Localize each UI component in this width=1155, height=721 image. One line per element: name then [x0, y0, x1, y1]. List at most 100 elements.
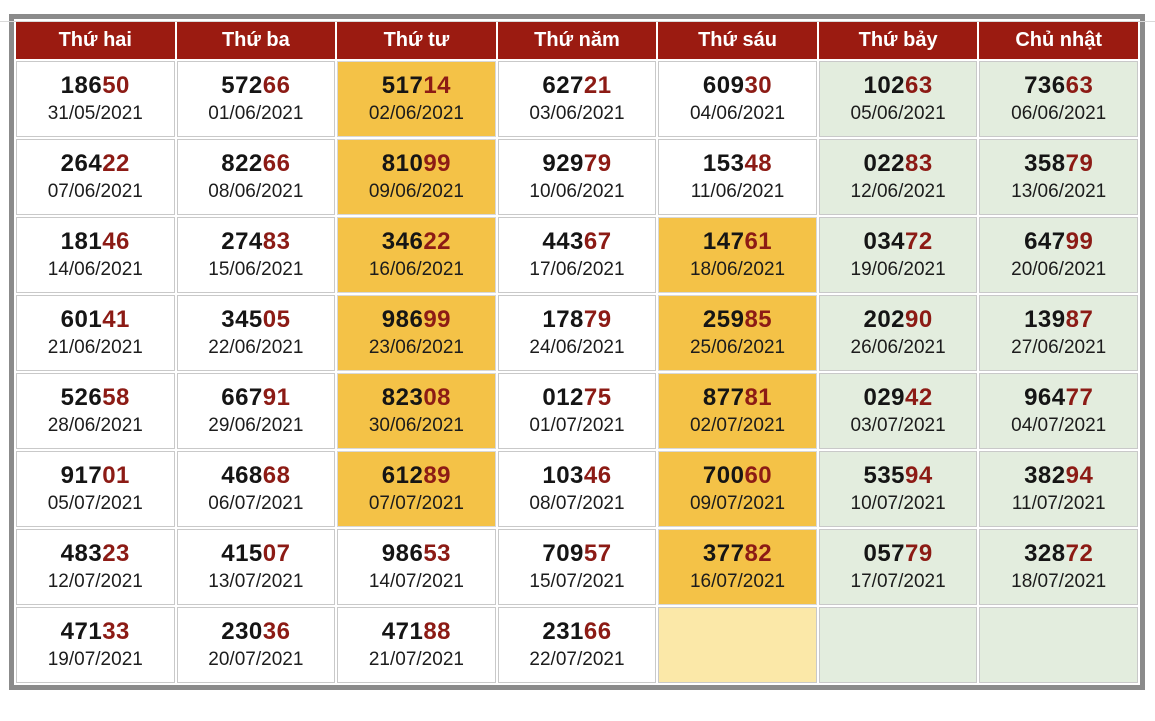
number-suffix: 33	[102, 618, 130, 646]
result-date: 21/07/2021	[368, 648, 464, 670]
week-row: 91701 05/07/2021 46868 06/07/2021 61289 07/…	[16, 451, 1138, 527]
day-cell: 98699 23/06/2021	[337, 295, 496, 371]
result-number: 60141	[17, 307, 174, 333]
day-cell: 52658 28/06/2021	[16, 373, 175, 449]
result-number: 53594	[820, 463, 977, 489]
result-number: 37782	[659, 541, 816, 567]
result-date: 03/06/2021	[529, 102, 625, 124]
day-cell: 02942 03/07/2021	[818, 373, 978, 449]
number-prefix: 810	[381, 150, 424, 178]
result-date: 20/06/2021	[1011, 258, 1107, 280]
result-number: 20290	[820, 307, 977, 333]
number-suffix: 79	[583, 150, 612, 178]
day-cell: 05779 17/07/2021	[818, 529, 978, 605]
number-suffix: 42	[905, 384, 933, 412]
number-prefix: 103	[542, 462, 584, 490]
day-cell: 27483 15/06/2021	[176, 217, 336, 293]
number-suffix: 58	[102, 384, 130, 412]
result-date: 21/06/2021	[47, 336, 143, 358]
number-prefix: 102	[863, 72, 906, 100]
result-date: 03/07/2021	[850, 414, 946, 436]
number-prefix: 526	[60, 384, 103, 412]
result-date: 31/05/2021	[47, 102, 143, 124]
result-number: 23036	[178, 619, 335, 645]
result-number: 13987	[980, 307, 1137, 333]
result-date: 30/06/2021	[368, 414, 464, 436]
top-divider	[0, 21, 1155, 22]
number-prefix: 202	[863, 306, 906, 334]
number-suffix: 85	[744, 306, 773, 334]
result-date: 01/06/2021	[208, 102, 304, 124]
number-prefix: 601	[60, 306, 103, 334]
day-cell: 23036 20/07/2021	[176, 607, 336, 683]
result-number: 01275	[499, 385, 656, 411]
number-suffix: 72	[1065, 540, 1094, 568]
number-prefix: 471	[60, 618, 103, 646]
day-cell: 64799 20/06/2021	[979, 217, 1138, 293]
number-suffix: 94	[1065, 462, 1094, 490]
number-prefix: 443	[542, 228, 584, 256]
number-prefix: 667	[221, 384, 263, 412]
number-prefix: 153	[702, 150, 745, 178]
result-number: 15348	[659, 151, 816, 177]
result-number: 70060	[659, 463, 816, 489]
number-suffix: 08	[423, 384, 452, 412]
number-suffix: 68	[262, 462, 291, 490]
day-cell: 10263 05/06/2021	[818, 61, 978, 137]
number-suffix: 72	[905, 228, 933, 256]
result-date: 04/07/2021	[1011, 414, 1107, 436]
result-number: 66791	[178, 385, 335, 411]
result-number: 62721	[499, 73, 656, 99]
result-date: 05/06/2021	[850, 102, 946, 124]
number-suffix: 60	[744, 462, 773, 490]
number-suffix: 99	[423, 150, 452, 178]
day-cell	[818, 607, 978, 683]
result-date: 14/06/2021	[47, 258, 143, 280]
number-suffix: 88	[423, 618, 452, 646]
result-number: 87781	[659, 385, 816, 411]
result-number: 98653	[338, 541, 495, 567]
number-prefix: 034	[863, 228, 906, 256]
result-date: 16/06/2021	[368, 258, 464, 280]
result-number: 10263	[820, 73, 977, 99]
result-date: 02/06/2021	[368, 102, 464, 124]
number-suffix: 99	[423, 306, 452, 334]
number-prefix: 517	[381, 72, 424, 100]
result-number: 27483	[178, 229, 335, 255]
result-date: 16/07/2021	[689, 570, 786, 592]
result-date: 15/06/2021	[208, 258, 304, 280]
result-date: 12/07/2021	[47, 570, 143, 592]
day-cell: 48323 12/07/2021	[16, 529, 175, 605]
number-suffix: 21	[583, 72, 612, 100]
result-number: 82308	[338, 385, 495, 411]
day-cell: 34622 16/06/2021	[337, 217, 496, 293]
result-date: 17/06/2021	[529, 258, 625, 280]
result-date: 05/07/2021	[47, 492, 143, 514]
number-prefix: 230	[221, 618, 263, 646]
result-date: 22/06/2021	[208, 336, 304, 358]
result-number: 18146	[17, 229, 174, 255]
number-suffix: 66	[262, 72, 291, 100]
result-number: 61289	[338, 463, 495, 489]
result-date: 07/06/2021	[47, 180, 143, 202]
result-date: 07/07/2021	[368, 492, 464, 514]
day-cell: 44367 17/06/2021	[497, 217, 657, 293]
number-prefix: 358	[1024, 150, 1066, 178]
result-date: 23/06/2021	[368, 336, 464, 358]
result-date: 13/06/2021	[1011, 180, 1107, 202]
result-number: 34622	[338, 229, 495, 255]
number-suffix: 46	[102, 228, 130, 256]
result-number: 05779	[820, 541, 977, 567]
number-prefix: 274	[221, 228, 263, 256]
result-number: 70957	[499, 541, 656, 567]
result-date: 24/06/2021	[529, 336, 625, 358]
result-number: 82266	[178, 151, 335, 177]
number-prefix: 345	[221, 306, 263, 334]
number-prefix: 736	[1024, 72, 1066, 100]
day-cell: 23166 22/07/2021	[497, 607, 657, 683]
result-number: 02942	[820, 385, 977, 411]
day-cell: 57266 01/06/2021	[176, 61, 336, 137]
result-number: 25985	[659, 307, 816, 333]
number-suffix: 53	[423, 540, 452, 568]
day-cell: 47133 19/07/2021	[16, 607, 175, 683]
